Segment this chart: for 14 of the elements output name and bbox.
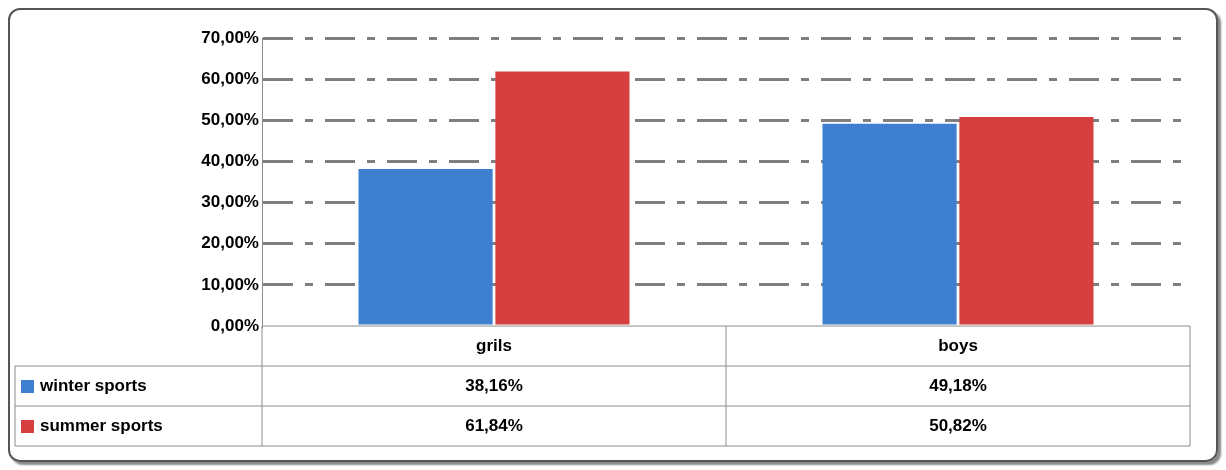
bar <box>495 71 630 325</box>
y-tick-label: 30,00% <box>201 192 259 212</box>
y-tick-label: 20,00% <box>201 233 259 253</box>
bar <box>959 116 1094 325</box>
x-tick-label: grils <box>476 335 512 355</box>
bar <box>822 123 957 325</box>
y-tick-label: 50,00% <box>201 109 259 129</box>
x-tick-label: boys <box>938 335 978 355</box>
y-tick-label: 60,00% <box>201 68 259 88</box>
y-tick-label: 70,00% <box>201 27 259 47</box>
y-tick-label: 40,00% <box>201 151 259 171</box>
bar <box>358 169 493 325</box>
y-tick-label: 0,00% <box>210 315 259 335</box>
y-tick-label: 10,00% <box>201 274 259 294</box>
